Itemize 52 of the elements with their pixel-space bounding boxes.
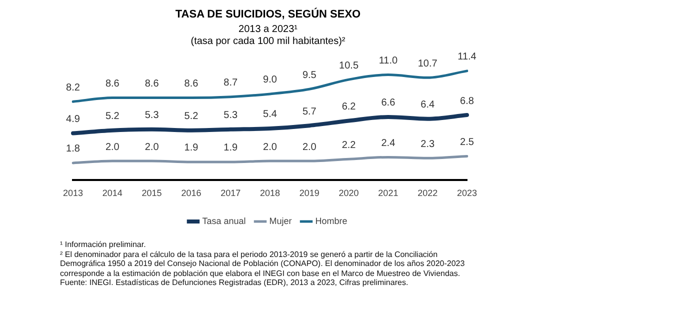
x-tick-label: 2020 (338, 188, 359, 198)
x-tick-label: 2013 (62, 188, 84, 198)
data-label: 11.0 (378, 56, 398, 67)
data-label: 2.0 (302, 142, 317, 153)
data-label: 5.3 (224, 110, 238, 122)
data-label: 1.8 (66, 144, 80, 155)
data-label: 8.6 (144, 78, 160, 90)
data-label: 8.2 (66, 82, 80, 94)
legend-label: Tasa anual (202, 216, 246, 226)
data-label: 5.3 (144, 110, 160, 122)
x-tick-label: 2019 (299, 188, 320, 198)
x-tick-label: 2023 (456, 188, 478, 198)
data-label: 10.5 (339, 60, 359, 72)
data-label: 1.9 (184, 142, 199, 154)
data-label: 2.0 (263, 142, 278, 153)
data-label: 2.2 (342, 140, 356, 151)
text: ¹ Información preliminar. (60, 240, 147, 250)
legend-label: Hombre (315, 216, 348, 226)
data-label: 9.5 (302, 70, 317, 81)
data-label: 11.4 (458, 52, 477, 63)
data-label: 6.8 (460, 96, 474, 107)
data-label: 2.3 (420, 138, 435, 150)
x-tick-label: 2018 (260, 188, 280, 198)
data-label: 1.9 (224, 142, 238, 154)
text: ² El denominador para el cálculo de la tasa para el periodo 2013-2019 se generó a partir de la Conciliación Demográfica 1950 a 2019 del Consejo Nacional de Población (CONAPO). El denominador de los años 2020-2023 corresponde a la estimación de población que elabora el INEGI con base en el Marco de Muestreo de Viviendas. (60, 250, 466, 278)
x-tick-label: 2015 (142, 188, 162, 198)
data-label: 5.7 (302, 106, 317, 118)
data-label: 8.6 (105, 78, 120, 90)
x-tick-label: 2017 (220, 188, 241, 198)
data-label: 2.0 (144, 142, 160, 153)
data-label: 6.4 (420, 100, 435, 111)
data-label: 6.2 (342, 102, 356, 113)
data-label: 8.6 (184, 78, 199, 90)
x-tick-label: 2014 (102, 188, 122, 198)
data-label: 10.7 (418, 58, 438, 70)
data-label: 9.0 (263, 74, 278, 86)
data-label: 2.5 (460, 136, 474, 148)
data-label: 6.6 (381, 98, 396, 109)
data-label: 5.2 (105, 111, 120, 122)
chart-title: TASA DE SUICIDIOS, SEGÚN SEXO (175, 8, 362, 21)
x-tick-label: 2021 (378, 188, 398, 198)
data-label: 5.4 (263, 109, 278, 120)
chart-subtitle: 2013 a 2023¹ (tasa por cada 100 mil habitantes)² (190, 24, 346, 47)
source-note: Fuente: INEGI. Estadísticas de Defunciones Registradas (EDR), 2013 a 2023, Cifras preliminares. (60, 278, 410, 288)
data-label: 2.0 (105, 142, 120, 153)
legend-label: Mujer (269, 216, 292, 226)
data-label: 8.7 (224, 78, 238, 89)
x-tick-label: 2022 (418, 188, 438, 198)
data-label: 2.4 (381, 138, 396, 149)
data-label: 5.2 (184, 111, 199, 122)
data-label: 4.9 (66, 114, 80, 125)
x-tick-label: 2016 (181, 188, 202, 198)
